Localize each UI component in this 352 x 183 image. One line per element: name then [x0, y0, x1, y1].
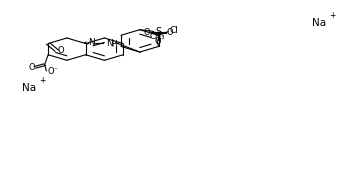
Text: N: N [106, 38, 113, 48]
Text: H: H [112, 40, 117, 49]
Text: O: O [166, 28, 173, 37]
Text: +: + [39, 76, 46, 85]
Text: Na: Na [312, 18, 326, 28]
Text: O: O [155, 37, 162, 46]
Text: ⁻: ⁻ [54, 66, 57, 74]
Text: S: S [156, 27, 162, 37]
Text: O: O [48, 67, 54, 76]
Text: O: O [144, 28, 150, 37]
Text: O: O [58, 46, 64, 55]
Text: O: O [28, 63, 35, 72]
Text: Na: Na [22, 83, 36, 93]
Text: N: N [88, 38, 95, 47]
Text: +: + [329, 11, 336, 20]
Text: CH₃: CH₃ [149, 32, 164, 41]
Text: Cl: Cl [169, 26, 178, 35]
Text: ⁻: ⁻ [141, 29, 145, 35]
